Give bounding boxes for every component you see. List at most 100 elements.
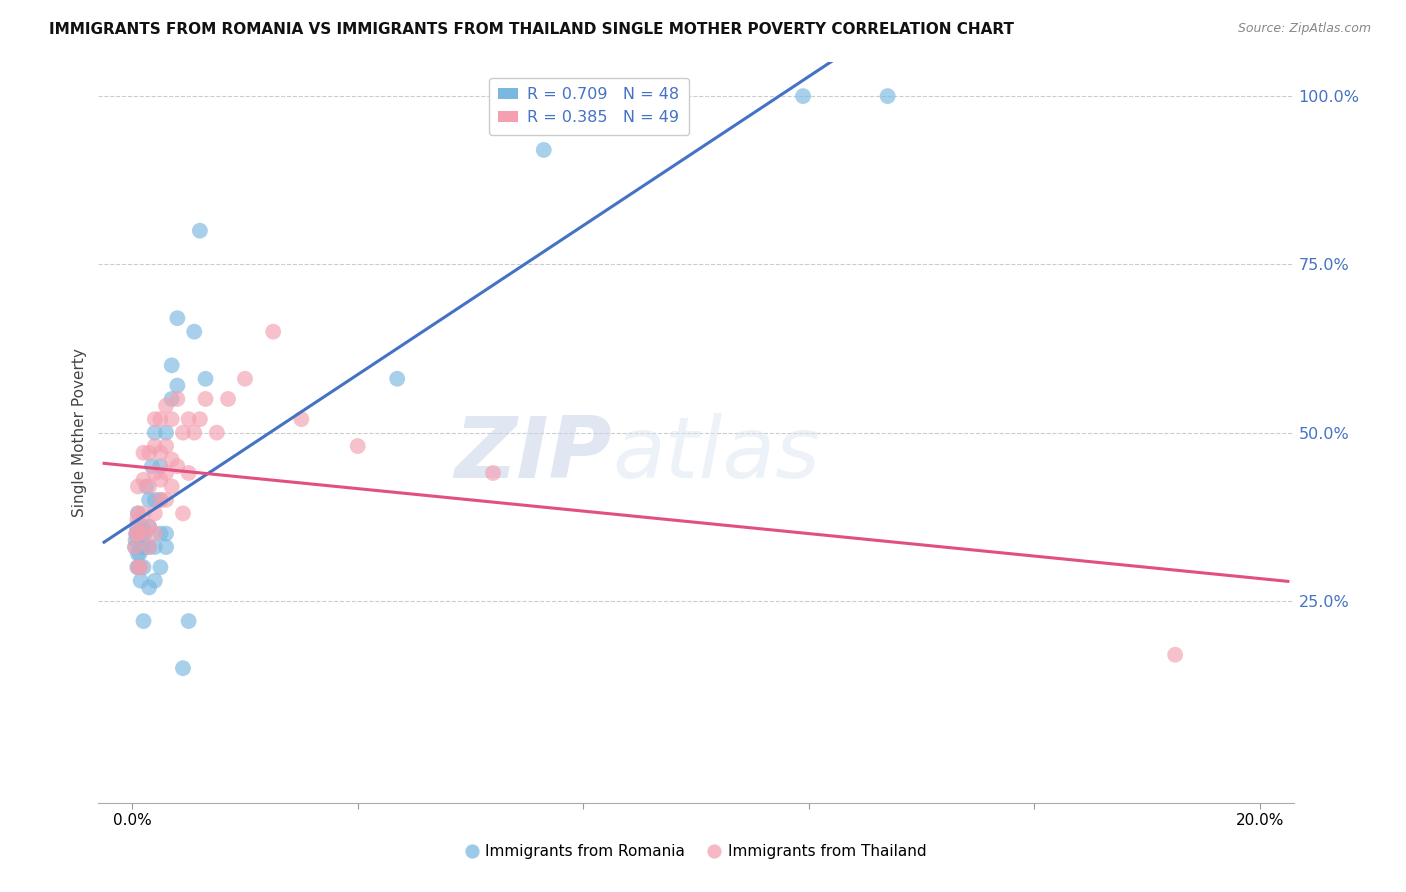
Point: [533, 143, 555, 157]
Point: [135, 479, 157, 493]
Point: [143, 507, 166, 521]
Point: [172, 425, 194, 440]
Point: [149, 446, 172, 460]
Point: [132, 473, 155, 487]
Point: [155, 425, 177, 440]
Point: [127, 560, 149, 574]
Point: [149, 412, 172, 426]
Point: [128, 560, 150, 574]
Point: [131, 520, 153, 534]
Point: [155, 492, 177, 507]
Point: [194, 372, 217, 386]
Point: [127, 507, 149, 521]
Point: [138, 581, 160, 595]
Legend: Immigrants from Romania, Immigrants from Thailand: Immigrants from Romania, Immigrants from…: [460, 838, 932, 865]
Point: [138, 540, 160, 554]
Point: [127, 507, 149, 521]
Point: [127, 513, 149, 527]
Point: [143, 540, 166, 554]
Point: [155, 399, 177, 413]
Point: [138, 520, 160, 534]
Point: [183, 325, 205, 339]
Point: [138, 540, 160, 554]
Point: [149, 459, 172, 474]
Point: [194, 392, 217, 406]
Point: [160, 392, 183, 406]
Point: [177, 614, 200, 628]
Point: [128, 547, 150, 561]
Point: [290, 412, 312, 426]
Point: [160, 412, 183, 426]
Point: [177, 466, 200, 480]
Point: [138, 492, 160, 507]
Point: [172, 507, 194, 521]
Point: [127, 526, 149, 541]
Point: [1164, 648, 1187, 662]
Point: [138, 520, 160, 534]
Point: [143, 492, 166, 507]
Point: [233, 372, 256, 386]
Point: [155, 466, 177, 480]
Point: [143, 439, 166, 453]
Point: [155, 526, 177, 541]
Point: [125, 526, 148, 541]
Point: [160, 479, 183, 493]
Point: [127, 479, 149, 493]
Point: [149, 473, 172, 487]
Point: [166, 459, 188, 474]
Point: [149, 526, 172, 541]
Y-axis label: Single Mother Poverty: Single Mother Poverty: [72, 348, 87, 517]
Point: [132, 446, 155, 460]
Point: [166, 378, 188, 392]
Point: [132, 540, 155, 554]
Point: [132, 526, 155, 541]
Point: [205, 425, 228, 440]
Text: ZIP: ZIP: [454, 413, 613, 496]
Point: [124, 540, 146, 554]
Point: [129, 574, 152, 588]
Text: IMMIGRANTS FROM ROMANIA VS IMMIGRANTS FROM THAILAND SINGLE MOTHER POVERTY CORREL: IMMIGRANTS FROM ROMANIA VS IMMIGRANTS FR…: [49, 22, 1014, 37]
Point: [143, 526, 166, 541]
Point: [125, 526, 148, 541]
Point: [127, 547, 149, 561]
Point: [132, 560, 155, 574]
Point: [166, 311, 188, 326]
Point: [183, 425, 205, 440]
Text: atlas: atlas: [613, 413, 820, 496]
Point: [172, 661, 194, 675]
Point: [138, 446, 160, 460]
Point: [143, 425, 166, 440]
Point: [132, 507, 155, 521]
Point: [129, 540, 152, 554]
Point: [124, 533, 146, 548]
Point: [346, 439, 368, 453]
Point: [131, 526, 153, 541]
Point: [127, 560, 149, 574]
Point: [132, 614, 155, 628]
Point: [143, 574, 166, 588]
Point: [155, 540, 177, 554]
Point: [149, 560, 172, 574]
Point: [188, 412, 211, 426]
Point: [138, 479, 160, 493]
Point: [188, 224, 211, 238]
Point: [160, 452, 183, 467]
Point: [143, 466, 166, 480]
Point: [129, 560, 152, 574]
Point: [177, 412, 200, 426]
Point: [141, 459, 163, 474]
Point: [149, 492, 172, 507]
Point: [124, 540, 146, 554]
Point: [166, 392, 188, 406]
Point: [262, 325, 284, 339]
Point: [217, 392, 239, 406]
Text: Source: ZipAtlas.com: Source: ZipAtlas.com: [1237, 22, 1371, 36]
Point: [127, 526, 149, 541]
Point: [385, 372, 409, 386]
Point: [134, 526, 156, 541]
Point: [155, 439, 177, 453]
Point: [125, 520, 148, 534]
Point: [143, 412, 166, 426]
Point: [149, 492, 172, 507]
Point: [160, 359, 183, 373]
